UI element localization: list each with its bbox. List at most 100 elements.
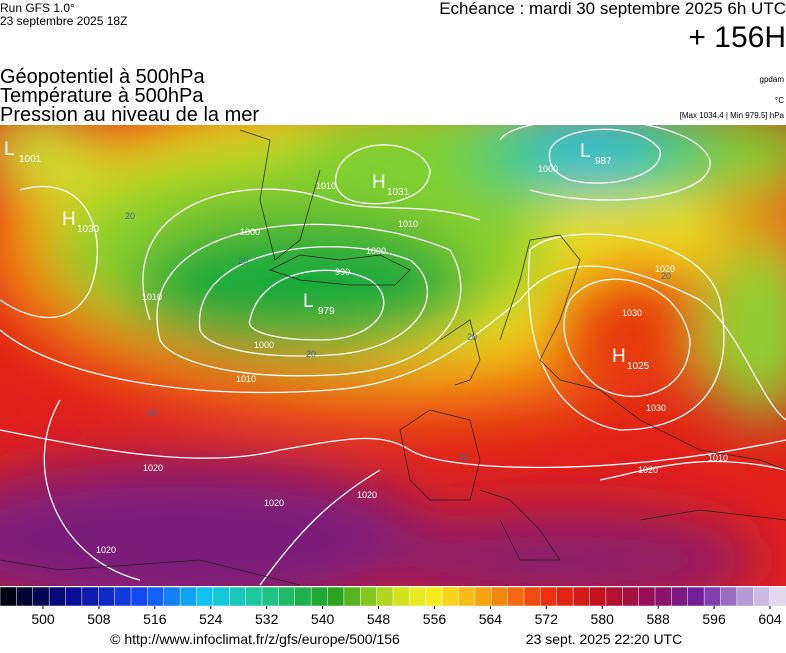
colorbar-swatch bbox=[753, 586, 771, 607]
colorbar-swatch bbox=[65, 586, 83, 607]
isobar-label: 1020 bbox=[143, 463, 163, 473]
colorbar-swatch bbox=[360, 586, 378, 607]
isobar-label: 1030 bbox=[622, 308, 642, 318]
colorbar-swatch bbox=[605, 586, 623, 607]
colorbar-swatch bbox=[425, 586, 443, 607]
colorbar-swatch bbox=[81, 586, 99, 607]
colorbar-swatch bbox=[458, 586, 476, 607]
unit: [Max 1034.4 | Min 979.5] hPa bbox=[680, 111, 785, 120]
colorbar-swatch bbox=[278, 586, 296, 607]
colorbar-swatch bbox=[671, 586, 689, 607]
center-type: H bbox=[372, 172, 386, 193]
colorbar-label: 540 bbox=[311, 611, 335, 627]
colorbar-swatch bbox=[523, 586, 542, 607]
colorbar-swatch bbox=[376, 586, 394, 607]
colorbar-swatch bbox=[163, 586, 181, 607]
colorbar-swatch bbox=[703, 586, 722, 607]
isobar-label: 1020 bbox=[638, 465, 658, 475]
temp-label: 10 bbox=[147, 408, 157, 418]
isobar-label: 1000 bbox=[254, 340, 274, 350]
isobar-label: 1020 bbox=[655, 264, 675, 274]
colorbar-swatch bbox=[589, 586, 607, 607]
colorbar-swatch bbox=[720, 586, 738, 607]
coastlines bbox=[0, 129, 786, 586]
colorbar-swatch bbox=[0, 586, 18, 607]
center-type: L bbox=[303, 291, 314, 312]
colorbar-swatch bbox=[409, 586, 427, 607]
isobar-label: 1010 bbox=[316, 181, 336, 191]
center-value: 1031 bbox=[387, 187, 410, 198]
center-value: 1030 bbox=[77, 224, 100, 235]
isobar-label: 1010 bbox=[236, 374, 256, 384]
colorbar-swatch bbox=[343, 586, 361, 607]
colorbar-swatch bbox=[507, 586, 525, 607]
timestamp: 23 sept. 2025 22:20 UTC bbox=[526, 631, 682, 647]
center-type: L bbox=[580, 141, 591, 162]
isobar-label: 1000 bbox=[538, 164, 558, 174]
layer-name: Pression au niveau de la mer bbox=[0, 104, 259, 126]
colorbar-swatch bbox=[114, 586, 132, 607]
isobar-label: 1010 bbox=[142, 292, 162, 302]
layer-name: Température à 500hPa bbox=[0, 85, 204, 107]
colorbar-label: 556 bbox=[423, 611, 447, 627]
center-value: 1001 bbox=[19, 154, 42, 165]
temp-label: 20 bbox=[238, 256, 248, 266]
layer-name: Géopotentiel à 500hPa bbox=[0, 66, 205, 88]
colorbar-swatch bbox=[638, 586, 656, 607]
colorbar-label: 500 bbox=[31, 611, 55, 627]
isobar-label: 1000 bbox=[240, 227, 260, 237]
colorbar-label: 516 bbox=[143, 611, 167, 627]
source-url: © http://www.infoclimat.fr/z/gfs/europe/… bbox=[110, 631, 400, 647]
colorbar-label: 588 bbox=[646, 611, 670, 627]
temp-label: 10 bbox=[458, 452, 468, 462]
colorbar-swatch bbox=[229, 586, 247, 607]
colorbar-swatch bbox=[441, 586, 460, 607]
colorbar-swatch bbox=[196, 586, 214, 607]
colorbar-swatch bbox=[392, 586, 411, 607]
isobar-label: 1000 bbox=[366, 246, 386, 256]
colorbar-swatch bbox=[474, 586, 492, 607]
colorbar-swatch bbox=[572, 586, 591, 607]
colorbar-label: 564 bbox=[479, 611, 503, 627]
lead-time: + 156H bbox=[688, 21, 786, 54]
isobar-label: 1030 bbox=[646, 403, 666, 413]
isobar-label: 1010 bbox=[708, 453, 728, 463]
colorbar-swatch bbox=[556, 586, 574, 607]
colorbar-label: 548 bbox=[367, 611, 391, 627]
center-value: 979 bbox=[318, 306, 335, 317]
colorbar-swatch bbox=[654, 586, 673, 607]
colorbar-swatch bbox=[261, 586, 280, 607]
temp-label: 20 bbox=[306, 349, 316, 359]
colorbar-swatch bbox=[98, 586, 116, 607]
colorbar-swatch bbox=[16, 586, 34, 607]
colorbar-label: 572 bbox=[535, 611, 559, 627]
colorbar-swatch bbox=[491, 586, 509, 607]
center-type: H bbox=[612, 346, 626, 367]
colorbar-swatch bbox=[736, 586, 754, 607]
isobar-label: 1020 bbox=[264, 498, 284, 508]
isobars bbox=[0, 125, 786, 586]
center-value: 987 bbox=[595, 156, 612, 167]
isobar-label: 1010 bbox=[398, 219, 418, 229]
colorbar-swatch bbox=[310, 586, 329, 607]
echeance: Echéance : mardi 30 septembre 2025 6h UT… bbox=[439, 0, 786, 18]
map-field bbox=[0, 125, 786, 586]
colorbar-label: 508 bbox=[87, 611, 111, 627]
colorbar-label: 596 bbox=[702, 611, 726, 627]
colorbar-label: 604 bbox=[758, 611, 782, 627]
isobar-label: 1020 bbox=[96, 545, 116, 555]
colorbar-label: 524 bbox=[199, 611, 223, 627]
temp-label: 20 bbox=[467, 332, 477, 342]
unit: gpdam bbox=[760, 75, 785, 84]
colorbar-swatch bbox=[245, 586, 263, 607]
colorbar-swatch bbox=[294, 586, 312, 607]
colorbar-swatch bbox=[622, 586, 640, 607]
run-date: 23 septembre 2025 18Z bbox=[0, 14, 127, 28]
isobar-label: 990 bbox=[335, 267, 350, 277]
colorbar-swatch bbox=[130, 586, 149, 607]
unit: °C bbox=[775, 96, 784, 105]
isobar-label: 1020 bbox=[357, 490, 377, 500]
colorbar-swatch bbox=[327, 586, 345, 607]
